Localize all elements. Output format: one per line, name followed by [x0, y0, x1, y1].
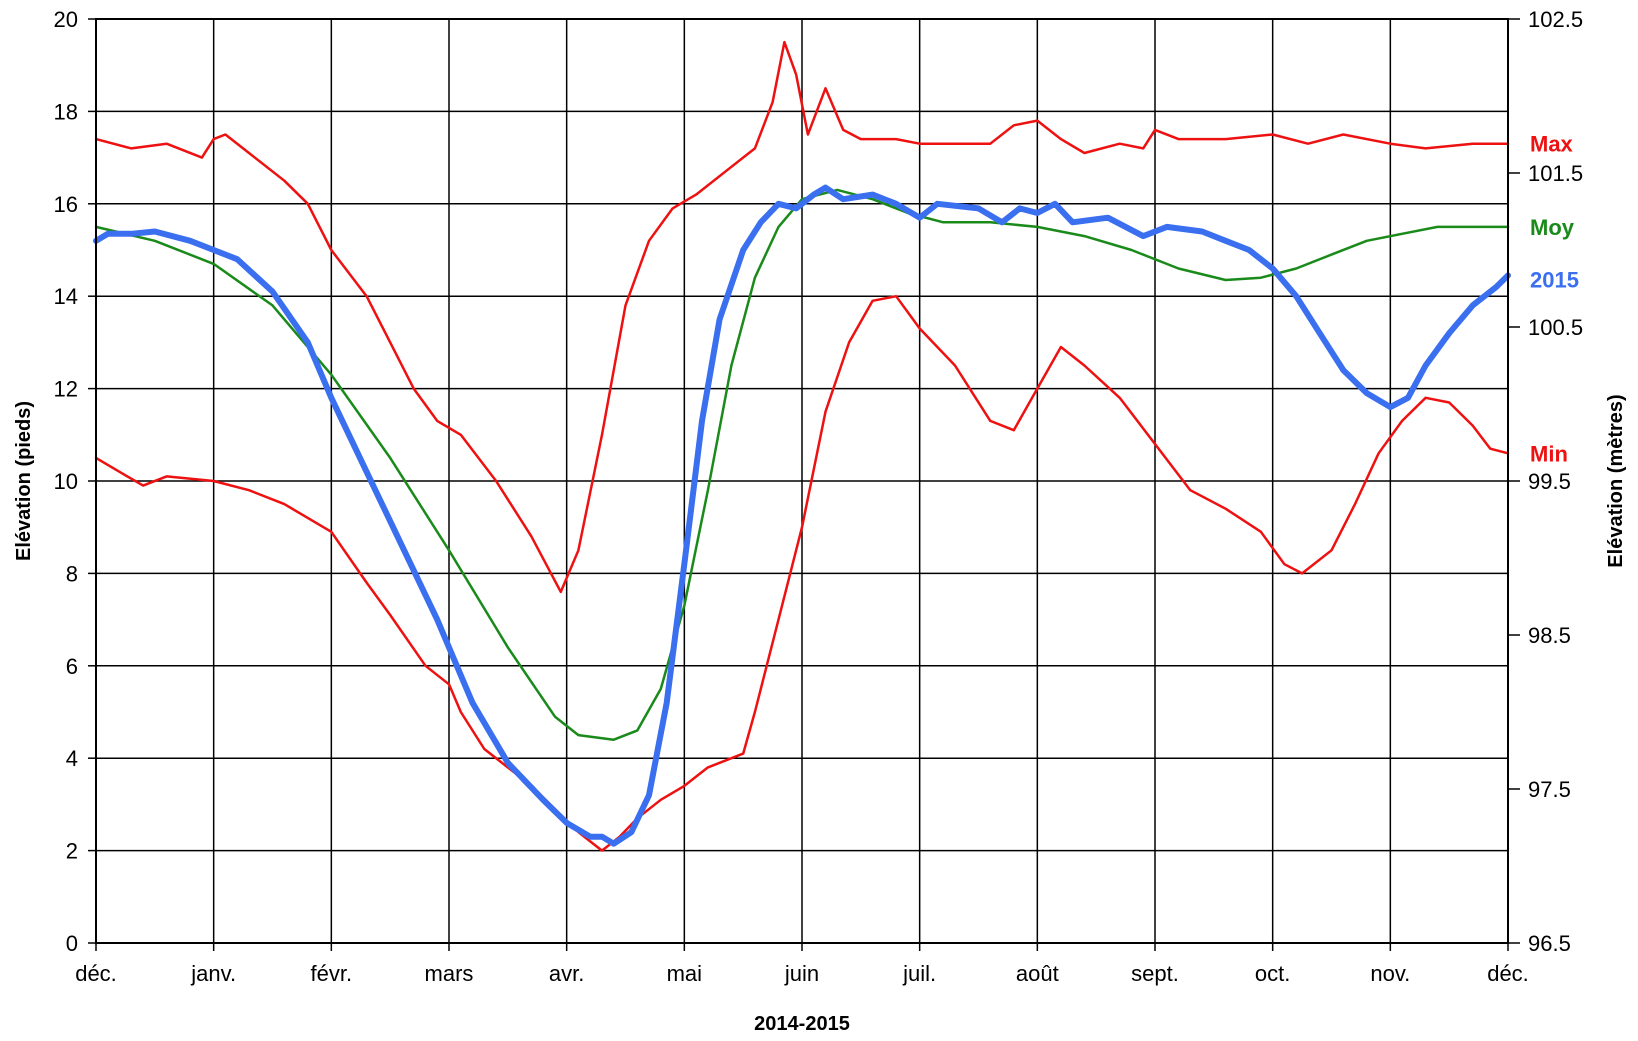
x-tick-label: févr.: [311, 961, 353, 986]
x-tick-label: mars: [425, 961, 474, 986]
y-axis-title-right: Elévation (mètres): [1605, 394, 1627, 567]
series-label-min: Min: [1530, 441, 1568, 466]
x-tick-label: nov.: [1370, 961, 1410, 986]
right-axis-ticks: 96.5 97.5 98.5 99.5 100.5 101.5 102.5: [1508, 7, 1583, 956]
y-tick-label-left: 14: [54, 284, 78, 309]
y-tick-label-right: 100.5: [1528, 315, 1583, 340]
y-tick-label-right: 101.5: [1528, 161, 1583, 186]
x-axis-title: 2014-2015: [754, 1013, 850, 1035]
series-labels: Max Min Moy 2015: [1530, 132, 1579, 467]
series-label-moy: Moy: [1530, 215, 1575, 240]
y-tick-label-right: 99.5: [1528, 469, 1571, 494]
y-tick-label-left: 0: [66, 931, 78, 956]
series-line-moy: [94, 188, 1510, 741]
x-tick-label: juil.: [902, 961, 936, 986]
y-tick-label-left: 16: [54, 192, 78, 217]
series-line-2015: [93, 184, 1511, 847]
x-tick-label: mai: [667, 961, 702, 986]
y-tick-label-right: 97.5: [1528, 777, 1571, 802]
y-tick-label-left: 8: [66, 561, 78, 586]
y-tick-label-left: 18: [54, 99, 78, 124]
y-tick-label-left: 20: [54, 7, 78, 32]
x-tick-label: déc.: [1487, 961, 1529, 986]
x-tick-label: sept.: [1131, 961, 1179, 986]
y-tick-label-left: 4: [66, 746, 78, 771]
x-tick-label: janv.: [190, 961, 236, 986]
x-tick-label: oct.: [1255, 961, 1290, 986]
series-label-max: Max: [1530, 132, 1574, 157]
y-tick-label-left: 10: [54, 469, 78, 494]
y-tick-label-right: 96.5: [1528, 931, 1571, 956]
series-line-max: [94, 40, 1510, 594]
left-axis-ticks: 0 2 4 6 8 10 12 14 16 18 20: [54, 7, 96, 956]
series-label-2015: 2015: [1530, 267, 1579, 292]
y-tick-label-right: 102.5: [1528, 7, 1583, 32]
y-tick-label-left: 6: [66, 654, 78, 679]
series-layer: [93, 40, 1511, 852]
x-tick-label: déc.: [75, 961, 117, 986]
y-axis-title-left: Elévation (pieds): [13, 401, 35, 561]
y-tick-label-right: 98.5: [1528, 623, 1571, 648]
x-tick-label: août: [1016, 961, 1059, 986]
x-tick-label: avr.: [549, 961, 584, 986]
y-tick-label-left: 12: [54, 377, 78, 402]
y-tick-label-left: 2: [66, 839, 78, 864]
x-tick-label: juin: [784, 961, 819, 986]
series-line-min: [94, 294, 1510, 852]
x-axis-ticks: déc. janv. févr. mars avr. mai juin juil. août se…: [75, 943, 1529, 986]
